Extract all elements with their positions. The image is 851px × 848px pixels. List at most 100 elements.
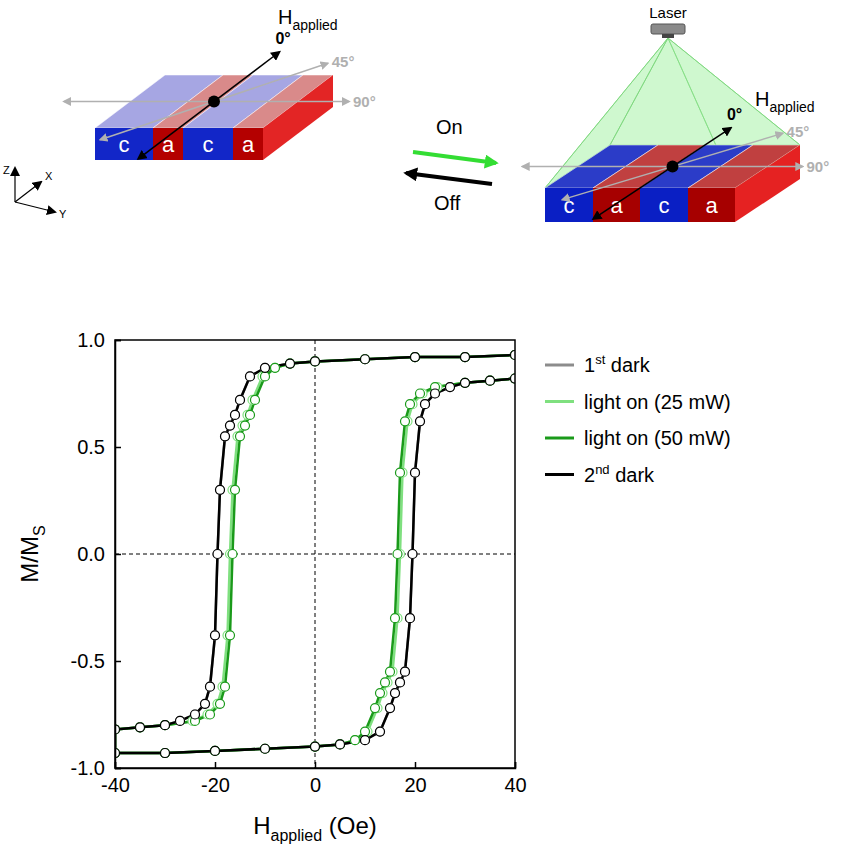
- marker: [486, 376, 495, 385]
- tick: -20: [201, 762, 230, 796]
- marker: [228, 550, 237, 559]
- marker: [231, 485, 240, 494]
- marker: [406, 400, 415, 409]
- axis-x: [15, 182, 41, 202]
- text-part: dark: [605, 354, 650, 376]
- axis-0: [138, 52, 279, 159]
- superscript: nd: [595, 462, 609, 477]
- marker: [213, 550, 222, 559]
- marker: [206, 682, 215, 691]
- marker: [211, 746, 220, 755]
- tick: 40: [504, 762, 526, 796]
- marker: [361, 355, 370, 364]
- marker: [461, 378, 470, 387]
- laser-lens: [662, 34, 674, 38]
- text-part: (Oe): [322, 812, 377, 839]
- series-markers: [115, 350, 515, 757]
- y-axis: -1.0-0.50.00.51.0: [71, 329, 121, 779]
- tick-label: 1.0: [77, 329, 105, 351]
- angle-label: 90°: [807, 158, 830, 175]
- domain-label: c: [203, 132, 214, 157]
- marker: [411, 353, 420, 362]
- marker: [411, 468, 420, 477]
- legend-swatch: [545, 400, 574, 403]
- marker: [161, 721, 170, 730]
- marker: [396, 678, 405, 687]
- subscript: applied: [292, 17, 337, 33]
- laser: Laser: [649, 4, 687, 38]
- marker: [286, 359, 295, 368]
- text-part: dark: [610, 464, 655, 486]
- marker: [461, 353, 470, 362]
- marker: [396, 468, 405, 477]
- axis-45: [562, 133, 782, 199]
- axis-z: [14, 168, 15, 202]
- marker: [261, 744, 270, 753]
- marker: [446, 383, 455, 392]
- series-line: [115, 355, 515, 753]
- marker: [271, 363, 280, 372]
- marker: [461, 378, 470, 387]
- domain-front: [233, 128, 263, 160]
- marker: [211, 631, 220, 640]
- legend-label: 2nd dark: [584, 462, 655, 486]
- marker: [406, 614, 415, 623]
- angle-label: 45°: [332, 53, 355, 70]
- subscript: applied: [271, 827, 323, 844]
- marker: [401, 417, 410, 426]
- marker: [411, 353, 420, 362]
- marker: [286, 359, 295, 368]
- marker: [486, 376, 495, 385]
- legend: 1st darklight on (25 mW)light on (50 mW)…: [545, 352, 731, 486]
- on-label: On: [436, 116, 463, 138]
- tick-label: 0.0: [77, 543, 105, 565]
- marker: [311, 357, 320, 366]
- marker: [161, 749, 170, 758]
- marker: [216, 485, 225, 494]
- domain-block: caca90°45°0°Happlied: [64, 6, 376, 160]
- marker: [231, 410, 240, 419]
- marker: [411, 353, 420, 362]
- marker: [261, 363, 270, 372]
- tick: -0.5: [71, 650, 121, 672]
- marker: [416, 417, 425, 426]
- diagram: caca90°45°0°Happlied caca90°45°0°Happlied…: [3, 4, 829, 222]
- chart: -40-2002040-1.0-0.50.00.51.0Happlied (Oe…: [16, 329, 731, 844]
- marker: [201, 699, 210, 708]
- tick: 0.0: [77, 543, 121, 565]
- plot-data: [115, 350, 515, 757]
- marker: [176, 716, 185, 725]
- marker: [336, 740, 345, 749]
- marker: [408, 550, 417, 559]
- tick-label: -0.5: [71, 650, 105, 672]
- marker: [311, 742, 320, 751]
- domain-block: caca90°45°0°Happlied: [523, 88, 830, 222]
- marker: [311, 742, 320, 751]
- series-markers: [115, 350, 515, 757]
- marker: [421, 400, 430, 409]
- text-part: 1: [584, 354, 595, 376]
- domain-front: [640, 188, 688, 222]
- marker: [361, 727, 370, 736]
- marker: [371, 704, 380, 713]
- marker: [381, 678, 390, 687]
- marker: [191, 710, 200, 719]
- marker: [311, 742, 320, 751]
- axis-90: [64, 101, 349, 103]
- tick: -1.0: [71, 757, 121, 779]
- marker: [261, 744, 270, 753]
- text-part: 2: [584, 464, 595, 486]
- tick-mark: [315, 762, 317, 768]
- marker: [386, 704, 395, 713]
- axis-y: [15, 202, 55, 212]
- marker: [376, 727, 385, 736]
- marker: [461, 353, 470, 362]
- reference-line: [115, 554, 515, 555]
- marker: [261, 372, 270, 381]
- marker: [216, 699, 225, 708]
- legend-swatch: [545, 437, 574, 440]
- superscript: st: [595, 352, 606, 367]
- legend-entry: 2nd dark: [545, 462, 655, 486]
- axis-0: [593, 128, 731, 219]
- marker: [226, 631, 235, 640]
